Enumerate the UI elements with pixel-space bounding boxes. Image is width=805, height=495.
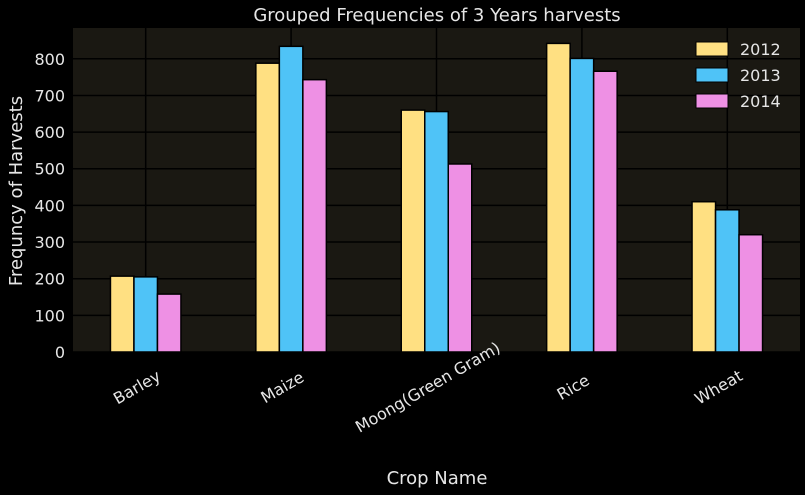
legend-swatch-2014 [695, 93, 729, 109]
bars [109, 42, 764, 353]
bar-2013-rice [569, 57, 595, 353]
y-tick-label: 0 [55, 343, 65, 362]
y-tick-label: 400 [34, 196, 65, 215]
bar-2013-wheat [714, 209, 740, 353]
bar-2012-barley [109, 275, 135, 353]
bar-2012-wheat [691, 200, 717, 353]
y-axis-ticks: 0 100 200 300 400 500 600 700 800 [34, 50, 65, 362]
bar-2013-maize [278, 45, 304, 353]
legend-swatch-2013 [695, 67, 729, 83]
y-axis-label: Frequncy of Harvests [6, 96, 27, 286]
bar-2014-rice [592, 70, 618, 353]
bar-2014-moong-green-gram- [447, 163, 473, 353]
legend-label-2012: 2012 [740, 40, 781, 59]
y-tick-label: 200 [34, 270, 65, 289]
y-tick-label: 100 [34, 306, 65, 325]
y-tick-label: 500 [34, 160, 65, 179]
bar-2014-wheat [738, 233, 764, 353]
x-axis-label: Crop Name [387, 468, 488, 489]
bar-2014-maize [302, 78, 328, 353]
bar-2013-barley [133, 276, 159, 353]
bar-2012-moong-green-gram- [400, 109, 426, 353]
y-tick-label: 700 [34, 86, 65, 105]
bar-2014-barley [156, 293, 182, 353]
y-tick-label: 800 [34, 50, 65, 69]
bar-2013-moong-green-gram- [424, 110, 449, 353]
bar-2012-maize [255, 62, 281, 353]
y-tick-label: 600 [34, 123, 65, 142]
legend-label-2013: 2013 [740, 66, 781, 85]
y-tick-label: 300 [34, 233, 65, 252]
chart-title: Grouped Frequencies of 3 Years harvests [253, 5, 620, 26]
legend-swatch-2012 [695, 41, 729, 57]
legend: 2012 2013 2014 [695, 40, 781, 111]
legend-label-2014: 2014 [740, 92, 781, 111]
bar-2012-rice [545, 42, 571, 353]
